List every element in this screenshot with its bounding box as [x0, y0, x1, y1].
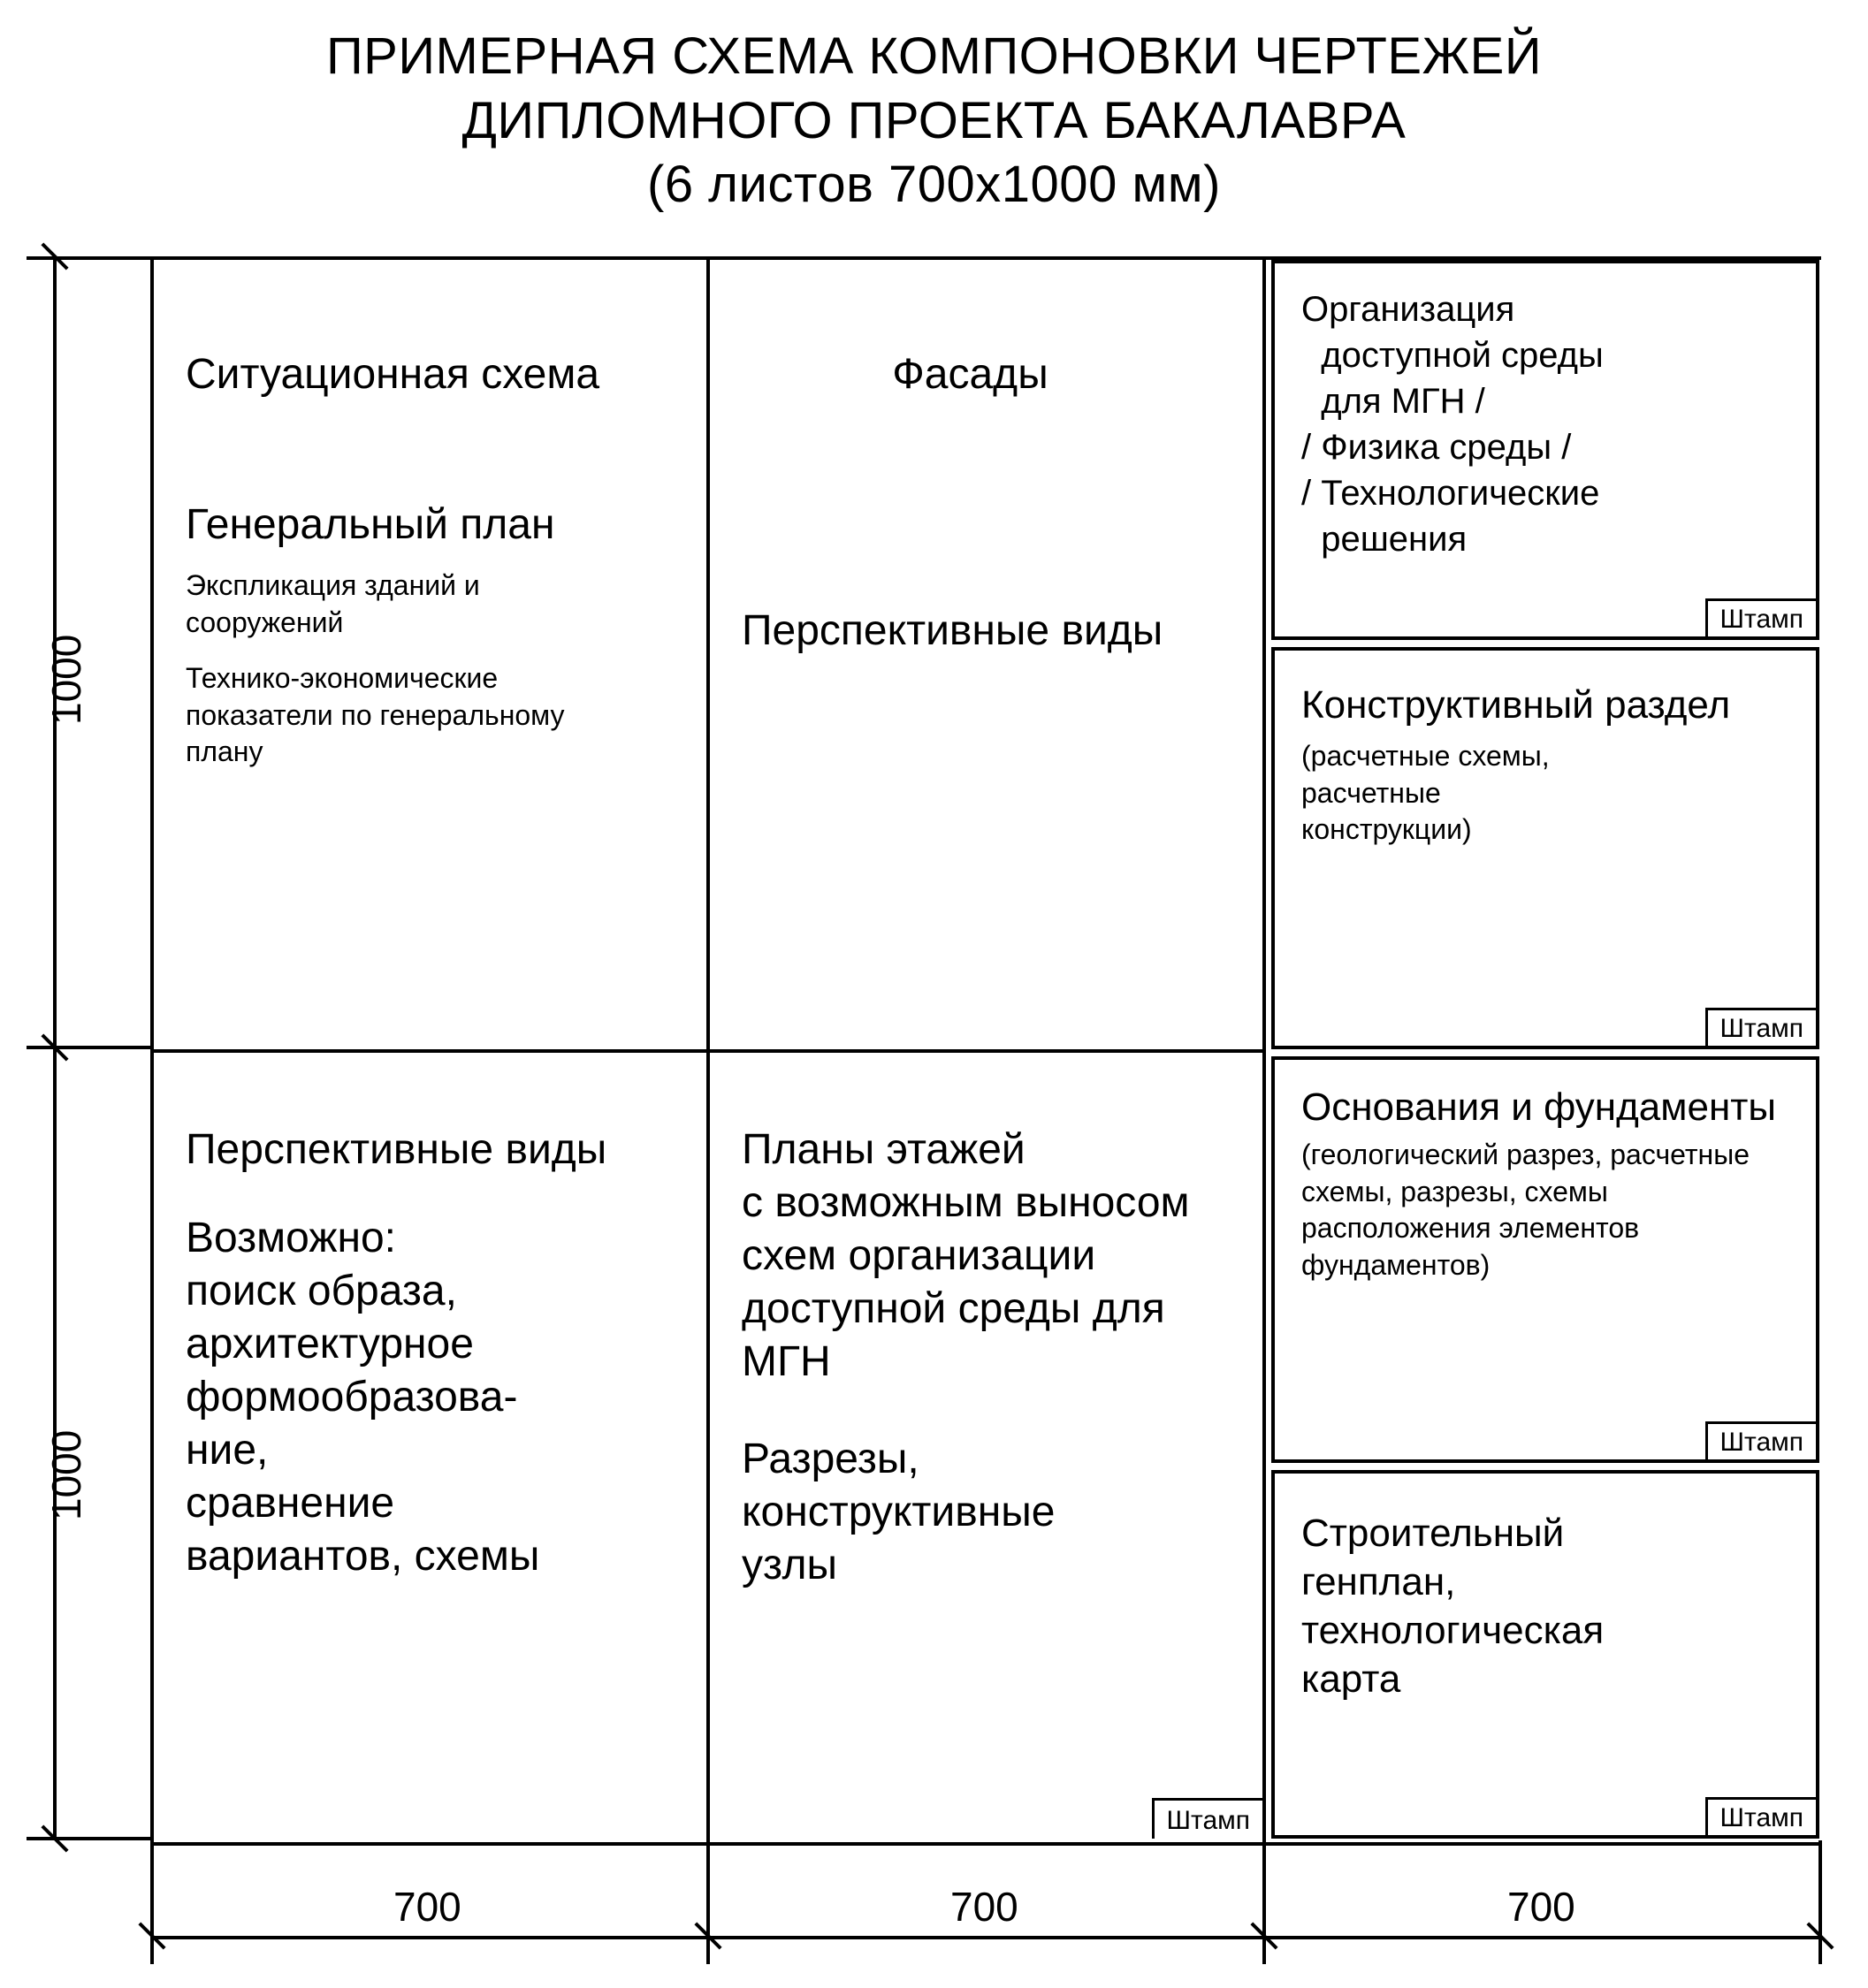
- a1-sub-2: Технико-экономические показатели по гене…: [186, 660, 645, 771]
- sheet-a4: Планы этажей с возможным выносом схем ор…: [710, 1053, 1262, 1839]
- r1-l6: решения: [1301, 516, 1789, 562]
- stamp-label: Штамп: [1705, 598, 1816, 636]
- a1-sub-1: Экспликация зданий и сооружений: [186, 567, 628, 641]
- title-line-3: (6 листов 700х1000 мм): [0, 153, 1868, 217]
- dim-ext: [706, 1840, 710, 1964]
- r2-sub: (расчетные схемы, расчетные конструкции): [1301, 738, 1602, 849]
- dim-v-label-1: 1000: [42, 635, 90, 725]
- dim-ext: [27, 1837, 150, 1840]
- stamp-label: Штамп: [1705, 1421, 1816, 1459]
- r1-l1: Организация: [1301, 286, 1789, 332]
- dim-ext: [1818, 1840, 1822, 1964]
- r1-l3: для МГН /: [1301, 378, 1789, 424]
- a2-title-1: Фасады: [710, 348, 1231, 401]
- title-line-1: ПРИМЕРНАЯ СХЕМА КОМПОНОВКИ ЧЕРТЕЖЕЙ: [0, 25, 1868, 89]
- dim-ext: [150, 1840, 154, 1964]
- stamp-label: Штамп: [1152, 1798, 1262, 1839]
- grid-border: [1262, 260, 1266, 1842]
- a2-title-2: Перспективные виды: [742, 605, 1231, 658]
- dim-h-label-2: 700: [950, 1883, 1018, 1931]
- sheet-r1: Организация доступной среды для МГН / / …: [1271, 260, 1819, 640]
- dim-h-label-3: 700: [1507, 1883, 1575, 1931]
- r3-title: Основания и фундаменты: [1301, 1083, 1789, 1131]
- dim-h-line: [150, 1936, 1821, 1939]
- r1-l5: / Технологические: [1301, 470, 1789, 516]
- dim-ext: [27, 256, 150, 260]
- stamp-label: Штамп: [1705, 1797, 1816, 1835]
- a1-title-1: Ситуационная схема: [186, 348, 675, 401]
- r1-l2: доступной среды: [1301, 332, 1789, 378]
- dim-ext: [1262, 1840, 1266, 1964]
- a3-title-1: Перспективные виды: [186, 1123, 675, 1177]
- dim-h-label-1: 700: [393, 1883, 461, 1931]
- r3-sub: (геологический разрез, расчетные схемы, …: [1301, 1137, 1779, 1283]
- r2-title: Конструктивный раздел: [1301, 681, 1789, 729]
- a4-title-1: Планы этажей с возможным выносом схем ор…: [742, 1123, 1201, 1389]
- title-line-2: ДИПЛОМНОГО ПРОЕКТА БАКАЛАВРА: [0, 89, 1868, 154]
- sheet-a2: Фасады Перспективные виды: [710, 260, 1262, 1049]
- a4-title-2: Разрезы, конструктивные узлы: [742, 1433, 1157, 1592]
- sheet-a1: Ситуационная схема Генеральный план Эксп…: [154, 260, 706, 1049]
- a1-title-2: Генеральный план: [186, 499, 675, 552]
- dim-v-label-2: 1000: [42, 1430, 90, 1520]
- sheets-grid: Ситуационная схема Генеральный план Эксп…: [150, 256, 1821, 1846]
- sheet-r3: Основания и фундаменты (геологический ра…: [1271, 1056, 1819, 1463]
- sheet-r4: Строительный генплан, технологическая ка…: [1271, 1470, 1819, 1839]
- stamp-label: Штамп: [1705, 1008, 1816, 1046]
- sheet-r2: Конструктивный раздел (расчетные схемы, …: [1271, 647, 1819, 1049]
- a3-title-2: Возможно:: [186, 1212, 675, 1265]
- sheet-a3: Перспективные виды Возможно: поиск образ…: [154, 1053, 706, 1839]
- r4-title: Строительный генплан, технологическая ка…: [1301, 1509, 1708, 1703]
- dim-ext: [27, 1046, 150, 1049]
- a3-title-3: поиск образа, архитектурное формообразов…: [186, 1265, 601, 1583]
- page-title: ПРИМЕРНАЯ СХЕМА КОМПОНОВКИ ЧЕРТЕЖЕЙ ДИПЛ…: [0, 25, 1868, 217]
- r1-l4: / Физика среды /: [1301, 424, 1789, 470]
